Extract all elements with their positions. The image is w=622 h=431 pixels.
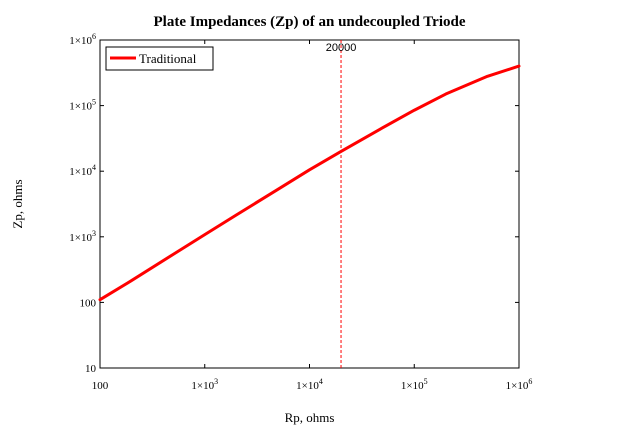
chart-title: Plate Impedances (Zp) of an undecoupled … xyxy=(154,14,466,30)
x-tick-label: 1×105 xyxy=(401,377,428,392)
x-axis-label: Rp, ohms xyxy=(285,410,335,425)
y-tick-label: 1×104 xyxy=(69,163,96,178)
axis-ticks: 100 1×103 1×104 1×105 1×106 10 100 1×103 1×104 1×… xyxy=(69,32,532,392)
x-tick-label: 1×106 xyxy=(506,377,533,392)
y-tick-label: 100 xyxy=(80,297,97,309)
x-tick-label: 1×103 xyxy=(191,377,218,392)
annotation-layer: 20000 xyxy=(326,40,357,368)
plot-area xyxy=(99,39,520,369)
legend-label: Traditional xyxy=(139,51,197,66)
series-line-traditional xyxy=(98,64,521,302)
legend: Traditional xyxy=(105,46,214,71)
y-tick-label: 1×103 xyxy=(69,229,96,244)
y-tick-label: 10 xyxy=(85,363,97,375)
x-tick-label: 100 xyxy=(92,380,109,392)
y-axis-label: Zp, ohms xyxy=(10,179,25,228)
y-tick-label: 1×106 xyxy=(69,32,96,47)
y-tick-label: 1×105 xyxy=(69,98,96,113)
series-layer xyxy=(98,64,521,302)
threshold-label: 20000 xyxy=(326,42,357,54)
legend-box xyxy=(105,46,214,71)
x-tick-label: 1×104 xyxy=(296,377,323,392)
